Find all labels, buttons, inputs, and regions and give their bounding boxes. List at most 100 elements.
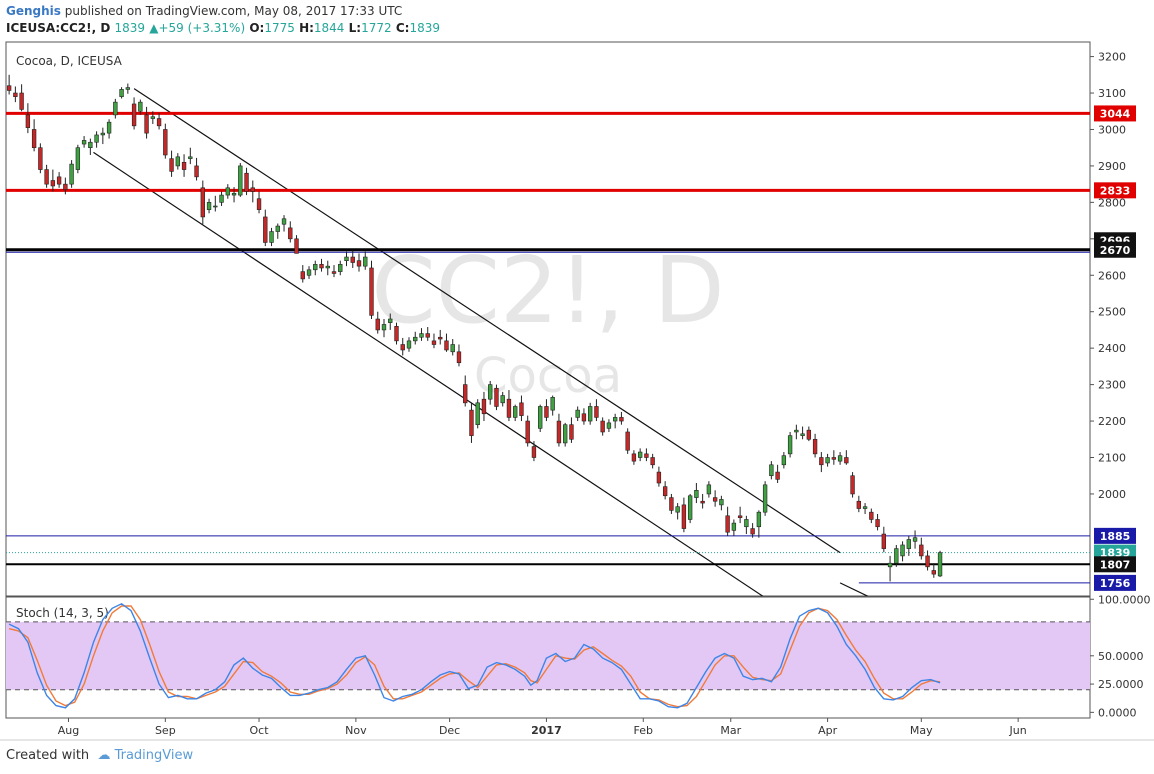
- candle[interactable]: [488, 380, 493, 405]
- candle[interactable]: [744, 515, 749, 535]
- candle[interactable]: [381, 319, 387, 338]
- candle[interactable]: [306, 266, 312, 279]
- candle[interactable]: [912, 530, 918, 549]
- candle[interactable]: [450, 339, 455, 356]
- candle[interactable]: [800, 426, 805, 440]
- candle[interactable]: [100, 127, 106, 145]
- candle[interactable]: [238, 163, 243, 197]
- candle[interactable]: [919, 537, 924, 560]
- candle[interactable]: [294, 235, 299, 254]
- candle[interactable]: [594, 399, 599, 422]
- candle[interactable]: [587, 402, 593, 425]
- candle[interactable]: [931, 563, 936, 578]
- candle[interactable]: [344, 251, 349, 267]
- candle[interactable]: [531, 441, 537, 462]
- candle[interactable]: [525, 415, 530, 447]
- candle[interactable]: [394, 322, 399, 345]
- candle[interactable]: [825, 453, 830, 467]
- candle[interactable]: [494, 384, 499, 411]
- candle[interactable]: [719, 495, 724, 511]
- candle[interactable]: [544, 399, 549, 422]
- trend-line[interactable]: [133, 88, 841, 554]
- candle[interactable]: [400, 337, 405, 356]
- candle[interactable]: [806, 426, 812, 442]
- candle[interactable]: [463, 375, 468, 407]
- candle[interactable]: [188, 147, 193, 165]
- candle[interactable]: [662, 481, 668, 500]
- candle[interactable]: [519, 395, 524, 422]
- tradingview-brand[interactable]: TradingView: [114, 748, 194, 763]
- candle[interactable]: [650, 453, 655, 469]
- candle[interactable]: [413, 331, 418, 345]
- candle[interactable]: [44, 164, 49, 188]
- candle[interactable]: [625, 428, 630, 454]
- candle[interactable]: [131, 97, 137, 130]
- candle[interactable]: [644, 448, 649, 462]
- candle[interactable]: [169, 150, 174, 177]
- candle[interactable]: [706, 481, 712, 498]
- candle[interactable]: [575, 406, 580, 422]
- candle[interactable]: [937, 550, 943, 578]
- candle[interactable]: [712, 490, 718, 507]
- candle[interactable]: [113, 98, 118, 119]
- candle[interactable]: [319, 258, 324, 272]
- candle[interactable]: [612, 413, 618, 429]
- candle[interactable]: [419, 328, 424, 341]
- candle[interactable]: [25, 103, 31, 134]
- candle[interactable]: [288, 221, 293, 243]
- stochastic-pane[interactable]: Stoch (14, 3, 5) 100.0000 50.0000 25.0000 0.…: [5, 593, 1151, 719]
- candle[interactable]: [506, 390, 512, 422]
- candle[interactable]: [331, 265, 337, 278]
- candle[interactable]: [906, 535, 911, 556]
- candle[interactable]: [794, 424, 799, 440]
- candle[interactable]: [431, 333, 437, 349]
- candle[interactable]: [313, 260, 318, 276]
- candle[interactable]: [850, 472, 855, 498]
- candle[interactable]: [762, 481, 768, 516]
- candle[interactable]: [637, 448, 643, 462]
- candle[interactable]: [69, 160, 74, 188]
- candle[interactable]: [300, 265, 305, 283]
- candle[interactable]: [163, 123, 168, 159]
- candle[interactable]: [88, 138, 93, 155]
- candle[interactable]: [875, 513, 880, 531]
- candle[interactable]: [106, 119, 112, 139]
- candle[interactable]: [837, 452, 843, 465]
- candle[interactable]: [831, 450, 837, 465]
- candle[interactable]: [550, 395, 555, 416]
- candle[interactable]: [456, 344, 462, 367]
- candle[interactable]: [781, 452, 787, 469]
- candle[interactable]: [200, 180, 205, 225]
- candle[interactable]: [469, 402, 474, 443]
- candle[interactable]: [225, 184, 230, 199]
- trend-line[interactable]: [93, 151, 771, 601]
- candle[interactable]: [775, 464, 780, 484]
- candle[interactable]: [175, 153, 180, 170]
- candle[interactable]: [862, 503, 868, 514]
- candle[interactable]: [63, 177, 68, 195]
- candle[interactable]: [900, 541, 905, 562]
- candle[interactable]: [725, 506, 730, 536]
- candle[interactable]: [844, 450, 849, 465]
- candle[interactable]: [38, 143, 43, 174]
- candle[interactable]: [737, 506, 743, 524]
- trend-line[interactable]: [839, 582, 890, 607]
- candle[interactable]: [425, 327, 430, 341]
- candle[interactable]: [325, 260, 330, 276]
- candle[interactable]: [631, 450, 637, 465]
- candle[interactable]: [244, 167, 249, 196]
- candle[interactable]: [75, 144, 81, 174]
- candle[interactable]: [731, 519, 737, 536]
- candle[interactable]: [181, 154, 187, 177]
- candle[interactable]: [144, 106, 149, 139]
- candle[interactable]: [581, 408, 587, 425]
- time-axis[interactable]: Aug Sep Oct Nov Dec 2017 Feb Mar Apr May Jun: [0, 717, 1154, 741]
- candle[interactable]: [869, 508, 874, 524]
- candle[interactable]: [438, 329, 443, 345]
- candle[interactable]: [356, 253, 362, 272]
- candle[interactable]: [444, 333, 449, 352]
- candle[interactable]: [156, 113, 162, 130]
- candle[interactable]: [406, 337, 412, 352]
- candle[interactable]: [669, 493, 674, 514]
